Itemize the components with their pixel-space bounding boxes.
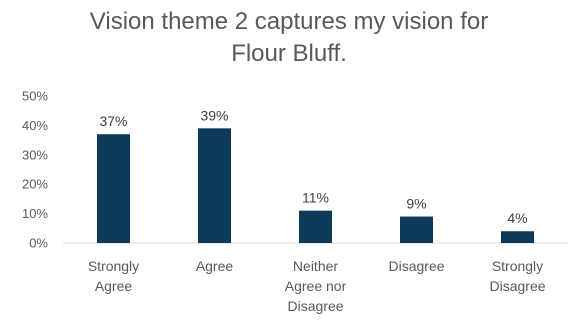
category-label-0: Strongly Agree <box>88 258 139 294</box>
category-label-line: Disagree <box>489 278 545 294</box>
y-tick-label: 50% <box>22 89 48 104</box>
category-label-line: Strongly <box>492 258 543 274</box>
data-label-4: 4% <box>507 210 527 226</box>
bar-0 <box>97 134 130 243</box>
y-tick-label: 20% <box>22 177 48 192</box>
category-label-line: Agree <box>95 278 133 294</box>
bar-2 <box>299 210 332 243</box>
data-label-0: 37% <box>99 113 127 129</box>
y-tick-label: 0% <box>29 236 48 251</box>
category-label-2: Neither Agree nor Disagree <box>285 258 347 314</box>
y-tick-label: 10% <box>22 206 48 221</box>
y-tick-label: 30% <box>22 147 48 162</box>
data-label-2: 11% <box>302 190 329 206</box>
bars <box>97 128 534 243</box>
data-label-1: 39% <box>200 107 228 123</box>
category-label-line: Strongly <box>88 258 139 274</box>
data-label-3: 9% <box>406 196 426 212</box>
category-label-line: Agree nor <box>285 278 347 294</box>
category-label-line: Neither <box>293 258 338 274</box>
y-axis-labels: 0% 10% 20% 30% 40% 50% <box>22 89 48 251</box>
category-label-line: Disagree <box>388 258 444 274</box>
bar-3 <box>400 216 433 243</box>
chart-title-line-2: Flour Bluff. <box>231 40 347 67</box>
bar-4 <box>501 231 534 243</box>
data-labels: 37% 39% 11% 9% 4% <box>99 107 527 226</box>
category-label-3: Disagree <box>388 258 444 274</box>
bar-1 <box>198 128 231 243</box>
category-label-4: Strongly Disagree <box>489 258 545 294</box>
chart-title-line-1: Vision theme 2 captures my vision for <box>89 8 489 35</box>
category-label-1: Agree <box>196 258 234 274</box>
chart-title: Vision theme 2 captures my vision for Fl… <box>0 6 578 70</box>
y-tick-label: 40% <box>22 118 48 133</box>
category-label-line: Disagree <box>287 298 343 314</box>
category-label-line: Agree <box>196 258 234 274</box>
category-labels: Strongly Agree Agree Neither Agree nor Disagr… <box>88 258 546 314</box>
